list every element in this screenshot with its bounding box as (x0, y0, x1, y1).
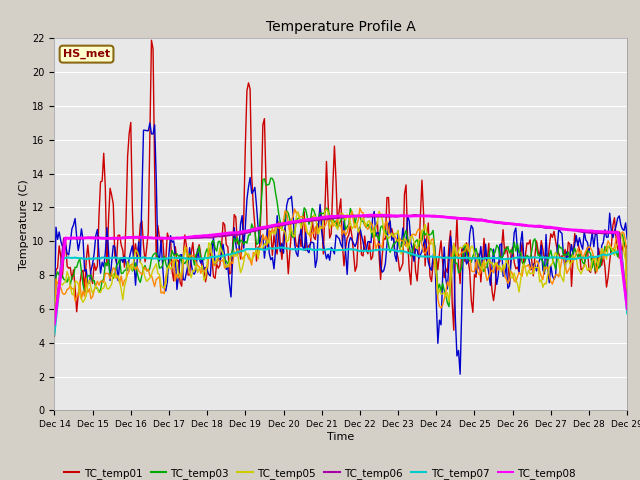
Line: TC_temp02: TC_temp02 (54, 123, 627, 374)
Line: TC_temp03: TC_temp03 (54, 178, 627, 323)
TC_temp08 (367, 212, 375, 218)
TC_temp01 (67, 264, 74, 270)
TC_temp07 (410, 252, 418, 258)
TC_temp04 (410, 231, 418, 237)
TC_temp02 (378, 269, 386, 275)
TC_temp07 (623, 311, 631, 316)
TC_temp03 (410, 240, 418, 246)
TC_temp08 (157, 235, 165, 241)
TC_temp05 (555, 258, 563, 264)
Line: TC_temp06: TC_temp06 (54, 215, 627, 324)
TC_temp07 (67, 255, 74, 261)
TC_temp03 (51, 320, 58, 326)
TC_temp04 (67, 282, 74, 288)
TC_temp02 (623, 236, 631, 242)
Legend: TC_temp01, TC_temp02, TC_temp03, TC_temp04, TC_temp05, TC_temp06, TC_temp07, TC_: TC_temp01, TC_temp02, TC_temp03, TC_temp… (60, 464, 580, 480)
TC_temp07 (278, 245, 286, 251)
TC_temp01 (623, 243, 631, 249)
TC_temp01 (378, 253, 386, 259)
TC_temp03 (157, 265, 165, 271)
TC_temp01 (159, 235, 166, 240)
Line: TC_temp05: TC_temp05 (54, 209, 627, 333)
Text: HS_met: HS_met (63, 49, 110, 59)
TC_temp01 (397, 264, 405, 270)
TC_temp06 (67, 235, 74, 241)
TC_temp01 (555, 251, 563, 256)
TC_temp04 (356, 205, 364, 211)
TC_temp03 (67, 283, 74, 288)
TC_temp08 (67, 235, 74, 241)
TC_temp02 (557, 229, 564, 235)
TC_temp05 (157, 281, 165, 287)
TC_temp04 (157, 290, 165, 296)
Title: Temperature Profile A: Temperature Profile A (266, 21, 415, 35)
TC_temp02 (456, 372, 464, 377)
TC_temp06 (396, 213, 403, 219)
Y-axis label: Temperature (C): Temperature (C) (19, 179, 29, 270)
Line: TC_temp04: TC_temp04 (54, 208, 627, 321)
TC_temp04 (378, 244, 386, 250)
TC_temp03 (378, 223, 386, 228)
TC_temp07 (51, 332, 58, 337)
TC_temp04 (51, 318, 58, 324)
TC_temp04 (555, 274, 563, 280)
TC_temp06 (555, 226, 563, 232)
TC_temp08 (623, 306, 631, 312)
TC_temp02 (159, 263, 166, 268)
TC_temp03 (397, 243, 405, 249)
Line: TC_temp01: TC_temp01 (54, 40, 627, 336)
TC_temp02 (410, 258, 418, 264)
TC_temp03 (623, 298, 631, 304)
TC_temp05 (623, 310, 631, 316)
TC_temp08 (410, 213, 418, 219)
TC_temp05 (397, 251, 405, 257)
TC_temp06 (623, 304, 631, 310)
TC_temp02 (146, 120, 154, 126)
TC_temp08 (51, 321, 58, 327)
TC_temp06 (157, 235, 165, 240)
TC_temp04 (623, 300, 631, 306)
TC_temp05 (410, 239, 418, 244)
TC_temp06 (408, 213, 416, 218)
TC_temp08 (397, 213, 405, 218)
TC_temp06 (51, 322, 58, 327)
TC_temp03 (555, 242, 563, 248)
TC_temp03 (267, 175, 275, 181)
TC_temp04 (397, 238, 405, 243)
TC_temp08 (378, 212, 386, 218)
TC_temp01 (51, 334, 58, 339)
TC_temp05 (67, 283, 74, 288)
TC_temp05 (378, 216, 386, 221)
TC_temp06 (377, 214, 385, 219)
TC_temp07 (378, 247, 386, 252)
TC_temp07 (555, 255, 563, 261)
TC_temp06 (410, 212, 418, 218)
TC_temp01 (410, 240, 418, 246)
TC_temp02 (67, 240, 74, 246)
TC_temp07 (397, 248, 405, 254)
TC_temp05 (323, 206, 330, 212)
X-axis label: Time: Time (327, 432, 355, 442)
TC_temp01 (148, 37, 156, 43)
TC_temp02 (397, 243, 405, 249)
Line: TC_temp07: TC_temp07 (54, 248, 627, 335)
TC_temp07 (157, 256, 165, 262)
TC_temp08 (555, 226, 563, 231)
TC_temp05 (51, 330, 58, 336)
Line: TC_temp08: TC_temp08 (54, 215, 627, 324)
TC_temp02 (51, 307, 58, 313)
